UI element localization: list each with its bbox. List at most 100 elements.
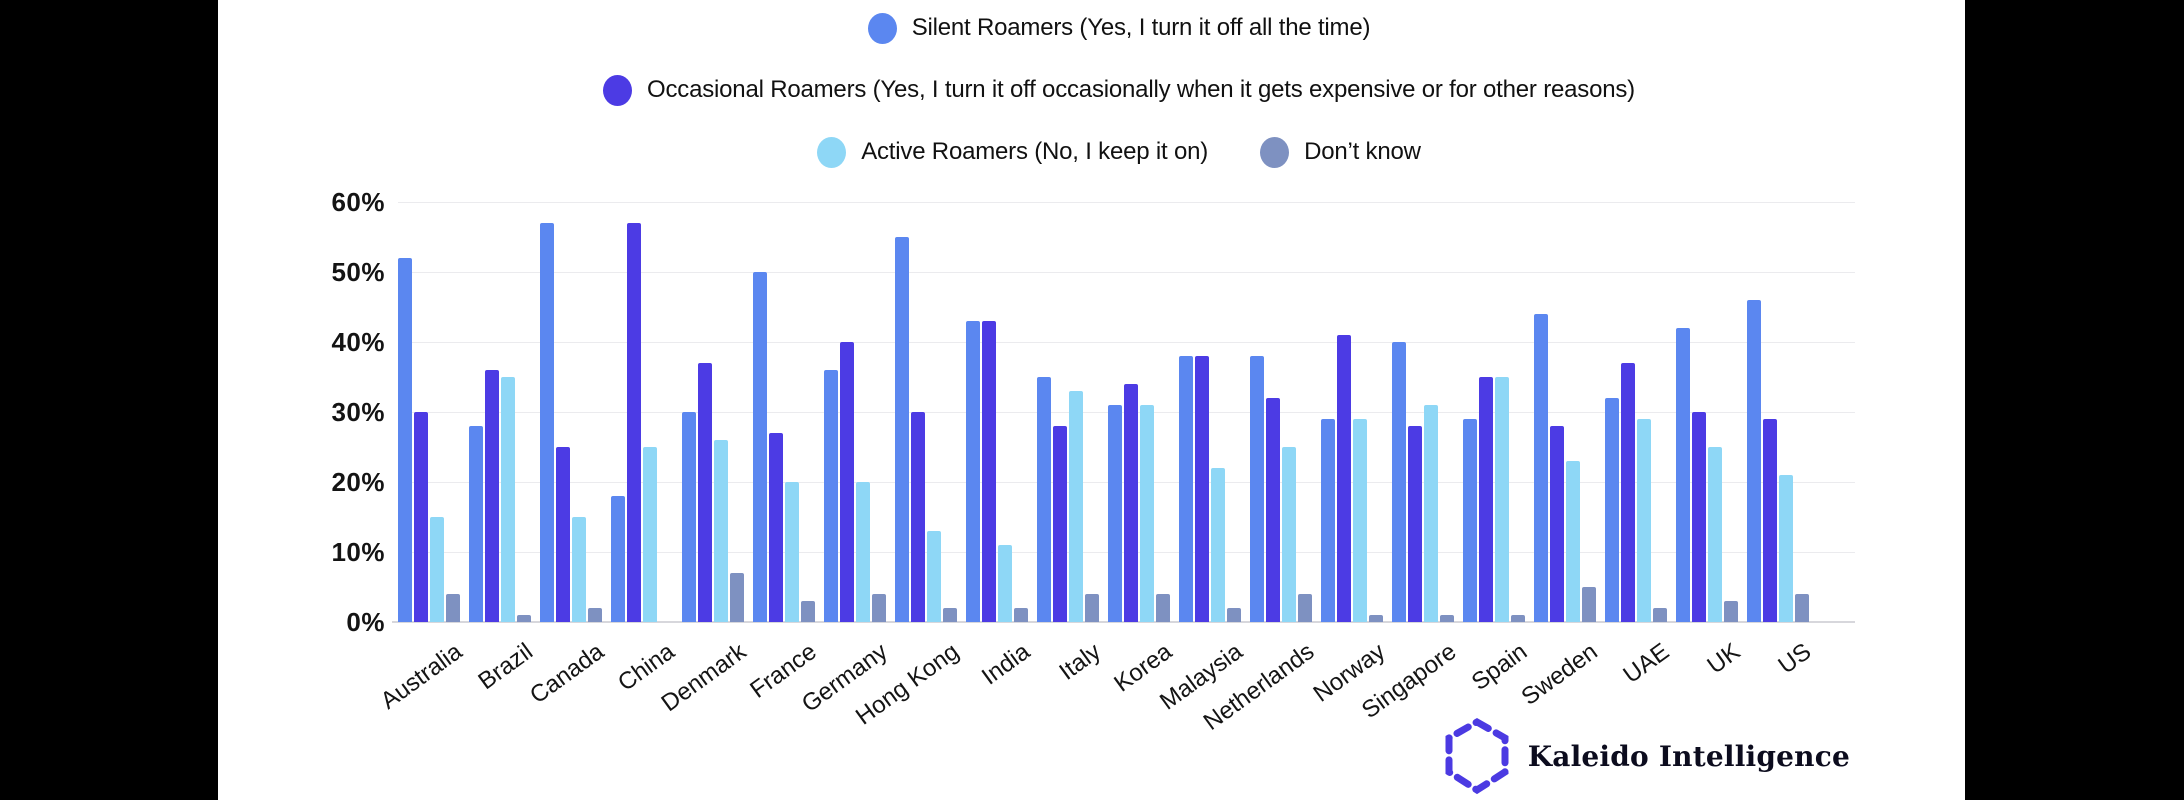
bar [840,342,854,622]
legend-dot-icon [603,74,633,106]
bar [1085,594,1099,622]
bar-group-italy [1037,377,1099,622]
bar [698,363,712,622]
bar [1014,608,1028,622]
bar [1392,342,1406,622]
gridline-60 [398,202,1855,203]
bar [1408,426,1422,622]
x-tick-label: Sweden [1516,638,1603,711]
bar [927,531,941,622]
x-tick-label: Italy [1054,638,1106,686]
bar-group-korea [1108,384,1170,622]
legend-item-1: Occasional Roamers (Yes, I turn it off o… [603,74,1635,106]
y-tick-label: 30% [331,397,385,427]
bar-group-norway [1321,335,1383,622]
bar [1140,405,1154,622]
bar [1337,335,1351,622]
legend-item-3: Don’t know [1260,136,1421,168]
bar [824,370,838,622]
bar [856,482,870,622]
bar [1676,328,1690,622]
bar [1353,419,1367,622]
x-tick-label: UK [1702,638,1745,680]
bar [1069,391,1083,622]
bar [469,426,483,622]
bar [1266,398,1280,622]
bar-group-netherlands [1250,356,1312,622]
bar [556,447,570,622]
bar-group-france [753,272,815,622]
bar-group-brazil [469,370,531,622]
bar [517,615,531,622]
y-tick-label: 50% [331,257,385,287]
bar [398,258,412,622]
bar [1195,356,1209,622]
bar [1424,405,1438,622]
bar [1621,363,1635,622]
y-tick-label: 40% [331,327,385,357]
bar [1708,447,1722,622]
bar [1211,468,1225,622]
bar [1605,398,1619,622]
bar [753,272,767,622]
chart-legend: Silent Roamers (Yes, I turn it off all t… [218,12,1965,168]
legend-dot-icon [867,12,897,44]
bar [1566,461,1580,622]
bar [627,223,641,622]
bar [730,573,744,622]
x-tick-label: India [976,638,1035,691]
bar [1463,419,1477,622]
bar [1511,615,1525,622]
bar-group-spain [1463,377,1525,622]
bar [943,608,957,622]
bar [872,594,886,622]
legend-dot-icon [1260,136,1290,168]
x-axis-line [392,621,1855,623]
bar [1495,377,1509,622]
bar [1747,300,1761,622]
plot-area [392,202,1855,623]
bar [414,412,428,622]
bar [430,517,444,622]
bar [895,237,909,622]
bar-group-denmark [682,363,744,622]
bar [1692,412,1706,622]
bar [572,517,586,622]
bar [1227,608,1241,622]
legend-row: Silent Roamers (Yes, I turn it off all t… [867,12,1370,44]
bar [1053,426,1067,622]
bar [446,594,460,622]
bar [1653,608,1667,622]
bar-group-india [966,321,1028,622]
bar-group-uk [1676,328,1738,622]
x-tick-label: UAE [1618,638,1674,689]
bar [1321,419,1335,622]
bar [1282,447,1296,622]
bar [785,482,799,622]
y-tick-label: 0% [346,607,385,637]
bar [1179,356,1193,622]
bar [682,412,696,622]
gridline-50 [398,272,1855,273]
bar [611,496,625,622]
bar [1534,314,1548,622]
x-tick-label: US [1773,638,1816,680]
y-tick-label: 60% [331,187,385,217]
bar [1440,615,1454,622]
bar [643,447,657,622]
bar [501,377,515,622]
legend-item-0: Silent Roamers (Yes, I turn it off all t… [867,12,1370,44]
bar-group-sweden [1534,314,1596,622]
bar [1124,384,1138,622]
bar-group-singapore [1392,342,1454,622]
bar [1779,475,1793,622]
legend-row: Active Roamers (No, I keep it on) Don’t k… [817,136,1421,168]
grouped-bar-chart: 0% 10% 20% 30% 40% 50% 60% Australia Brazil Cana… [218,187,1965,800]
legend-item-2: Active Roamers (No, I keep it on) [817,136,1208,168]
bar [714,440,728,622]
bar [1369,615,1383,622]
bar [1156,594,1170,622]
bar [588,608,602,622]
bar-group-hong-kong [895,237,957,622]
